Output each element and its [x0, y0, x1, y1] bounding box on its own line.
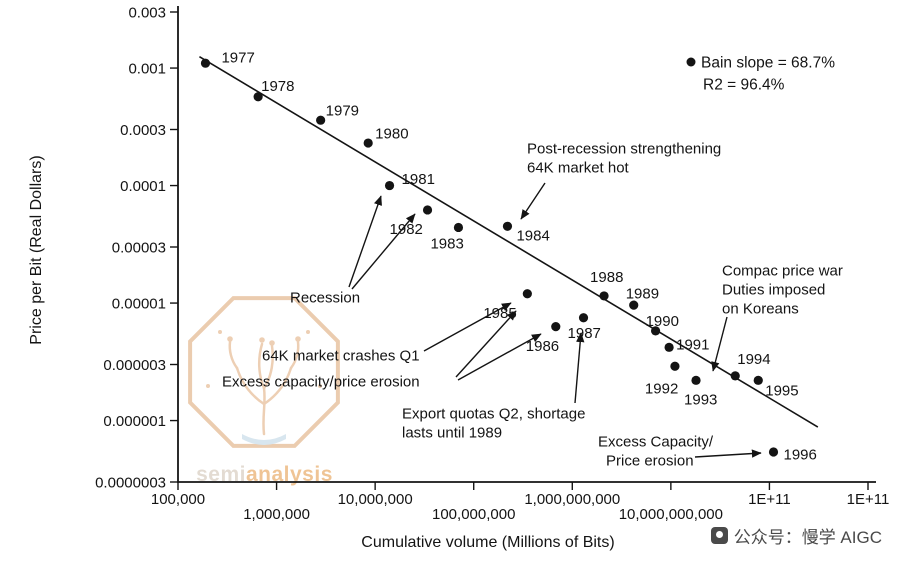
y-tick-label: 0.001: [128, 60, 166, 77]
year-label-1986: 1986: [526, 338, 559, 355]
y-tick-label: 0.0000003: [95, 474, 166, 491]
compac-note-text: Compac price war: [722, 262, 843, 279]
year-label-1994: 1994: [737, 351, 770, 368]
x-tick-label: 10,000,000: [338, 491, 413, 508]
year-label-1993: 1993: [684, 392, 717, 409]
export-quotas-note-arrow: [574, 332, 585, 404]
data-point-1990: [650, 326, 661, 336]
x-tick-label: 100,000,000: [432, 506, 515, 523]
year-label-1995: 1995: [765, 383, 798, 400]
post-recession-note-text: 64K market hot: [527, 159, 630, 176]
data-point-1995: [753, 375, 763, 385]
year-label-1988: 1988: [590, 269, 623, 286]
data-point-1994: [730, 371, 740, 381]
data-point-1981: [384, 180, 395, 191]
recession-note-arrow: [351, 213, 416, 290]
data-point-1977: [200, 58, 211, 68]
excess-capacity-note-arrow: [457, 333, 542, 381]
y-tick-label: 0.003: [128, 4, 166, 21]
year-label-1980: 1980: [375, 125, 408, 142]
year-label-1983: 1983: [430, 236, 463, 253]
data-point-1980: [363, 138, 373, 148]
excess-capacity-96-note-text: Excess Capacity/: [598, 433, 714, 450]
year-label-1984: 1984: [516, 228, 549, 245]
year-label-1977: 1977: [221, 49, 254, 66]
recession-note-text: Recession: [290, 289, 360, 306]
y-tick-label: 0.0001: [120, 178, 166, 195]
x-axis-title: Cumulative volume (Millions of Bits): [361, 534, 615, 551]
year-label-1979: 1979: [326, 102, 359, 119]
excess-capacity-96-note-arrow: [694, 449, 762, 458]
data-point-1992: [670, 361, 680, 371]
data-point-1978: [253, 92, 263, 102]
y-tick-label: 0.000003: [103, 357, 166, 374]
data-point-1979: [316, 115, 326, 125]
excess-capacity-note-text: Excess capacity/price erosion: [222, 373, 420, 390]
legend-bain-slope: Bain slope = 68.7%: [701, 54, 835, 71]
crash-note-arrow: [423, 302, 512, 352]
x-tick-label: 1E+11: [748, 491, 791, 508]
year-label-1981: 1981: [402, 171, 435, 188]
export-quotas-note-text: Export quotas Q2, shortage: [402, 405, 585, 422]
year-label-1985: 1985: [483, 305, 516, 322]
export-quotas-note-text: lasts until 1989: [402, 424, 502, 441]
excess-capacity-note-arrow: [455, 310, 517, 378]
data-point-1983: [453, 222, 464, 233]
data-point-1996: [768, 447, 779, 457]
year-label-1992: 1992: [645, 380, 678, 397]
x-tick-label: 1E+11: [847, 491, 890, 508]
x-tick-label: 1,000,000: [243, 506, 310, 523]
year-label-1987: 1987: [568, 325, 601, 342]
year-label-1978: 1978: [261, 78, 294, 95]
y-tick-label: 0.00001: [112, 295, 166, 312]
year-label-1990: 1990: [646, 313, 679, 330]
data-point-1984: [502, 221, 513, 231]
data-point-1991: [664, 342, 674, 352]
legend-marker-dot: [686, 57, 696, 67]
wechat-watermark-text: 公众号：慢学 AIGC: [733, 528, 882, 547]
data-point-1993: [691, 375, 701, 385]
y-tick-label: 0.00003: [112, 239, 166, 256]
year-label-1996: 1996: [784, 446, 817, 463]
trend-line: [199, 55, 819, 428]
x-tick-label: 100,000: [151, 491, 205, 508]
wechat-watermark: 公众号：慢学 AIGC: [710, 523, 882, 548]
x-tick-label: 10,000,000,000: [619, 506, 723, 523]
excess-capacity-96-note-text: Price erosion: [606, 452, 694, 469]
x-tick-label: 1,000,000,000: [524, 491, 620, 508]
y-tick-label: 0.000001: [103, 413, 166, 430]
y-tick-label: 0.0003: [120, 122, 166, 139]
year-label-1989: 1989: [626, 285, 659, 302]
data-point-1989: [629, 300, 639, 310]
compac-note-text: Duties imposed: [722, 281, 825, 298]
legend-r-squared: R2 = 96.4%: [703, 76, 785, 93]
crash-note-text: 64K market crashes Q1: [262, 347, 420, 364]
recession-note-arrow: [348, 195, 382, 288]
data-point-1985: [522, 289, 532, 299]
data-point-1982: [422, 205, 433, 215]
data-point-1987: [578, 313, 589, 323]
post-recession-note-text: Post-recession strengthening: [527, 140, 721, 157]
compac-note-arrow: [711, 316, 728, 372]
post-recession-note-arrow: [520, 182, 546, 220]
compac-note-text: on Koreans: [722, 300, 799, 317]
data-point-1986: [551, 322, 561, 332]
year-label-1991: 1991: [676, 337, 709, 354]
wechat-account-icon: [710, 527, 728, 544]
data-point-1988: [599, 291, 609, 301]
